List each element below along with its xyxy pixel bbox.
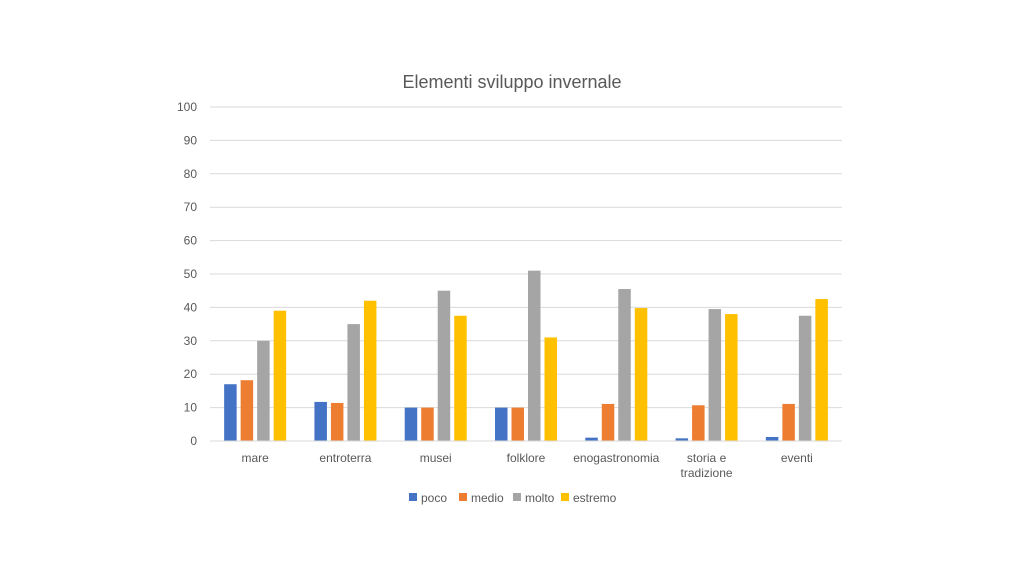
y-tick-label: 70: [184, 200, 198, 214]
legend-swatch-poco: [409, 493, 417, 501]
bar-medio: [240, 380, 254, 441]
legend-label-estremo: estremo: [573, 491, 617, 505]
bars: [224, 270, 828, 441]
bar-molto: [257, 340, 270, 441]
bar-medio: [601, 403, 615, 441]
bar-poco: [765, 436, 779, 441]
x-tick-label: enogastronomia: [573, 451, 659, 465]
bar-estremo: [725, 314, 738, 441]
y-tick-label: 10: [184, 401, 198, 415]
bar-molto: [798, 315, 812, 441]
bar-poco: [675, 438, 689, 441]
bar-molto: [618, 289, 631, 441]
bar-poco: [314, 401, 327, 441]
y-tick-label: 40: [184, 300, 198, 314]
bar-estremo: [634, 308, 648, 441]
gridlines: [210, 106, 842, 442]
y-tick-label: 50: [184, 267, 198, 281]
bar-medio: [692, 405, 705, 441]
legend-swatch-estremo: [561, 493, 569, 501]
bar-molto: [347, 324, 360, 441]
y-tick-label: 80: [184, 167, 198, 181]
x-tick-label: eventi: [781, 451, 813, 465]
bar-poco: [404, 407, 418, 441]
legend-label-molto: molto: [525, 491, 555, 505]
legend-label-medio: medio: [471, 491, 504, 505]
bar-medio: [421, 407, 434, 441]
bar-medio: [511, 407, 524, 441]
bar-molto: [528, 270, 541, 441]
bar-medio: [330, 402, 344, 441]
x-tick-label: entroterra: [319, 451, 371, 465]
y-tick-label: 30: [184, 334, 198, 348]
y-tick-label: 60: [184, 234, 198, 248]
y-tick-label: 20: [184, 367, 198, 381]
bar-estremo: [544, 337, 557, 441]
x-tick-label: mare: [241, 451, 269, 465]
y-tick-label: 100: [177, 100, 197, 114]
x-tick-label: storia e tradizione: [681, 451, 733, 480]
bar-estremo: [454, 315, 467, 441]
x-tick-label: musei: [420, 451, 452, 465]
y-tick-label: 90: [184, 133, 198, 147]
legend-label-poco: poco: [421, 491, 447, 505]
chart-title: Elementi sviluppo invernale: [402, 72, 621, 92]
legend-swatch-medio: [459, 493, 467, 501]
bar-poco: [495, 407, 508, 441]
y-tick-label: 0: [190, 434, 197, 448]
bar-molto: [437, 290, 451, 441]
bar-poco: [224, 384, 237, 441]
bar-poco: [585, 437, 598, 441]
bar-estremo: [273, 310, 287, 441]
x-axis: mare entroterra musei folklore enogastronomi…: [210, 440, 842, 480]
bar-estremo: [363, 300, 377, 441]
bar-estremo: [815, 299, 828, 441]
legend-swatch-molto: [513, 493, 521, 501]
y-axis: 0 10 20 30 40 50 60 70 80 90 100: [177, 100, 197, 448]
x-tick-label: folklore: [507, 451, 546, 465]
bar-medio: [782, 403, 795, 441]
legend: poco medio molto estremo: [409, 491, 617, 505]
bar-molto: [708, 309, 722, 441]
